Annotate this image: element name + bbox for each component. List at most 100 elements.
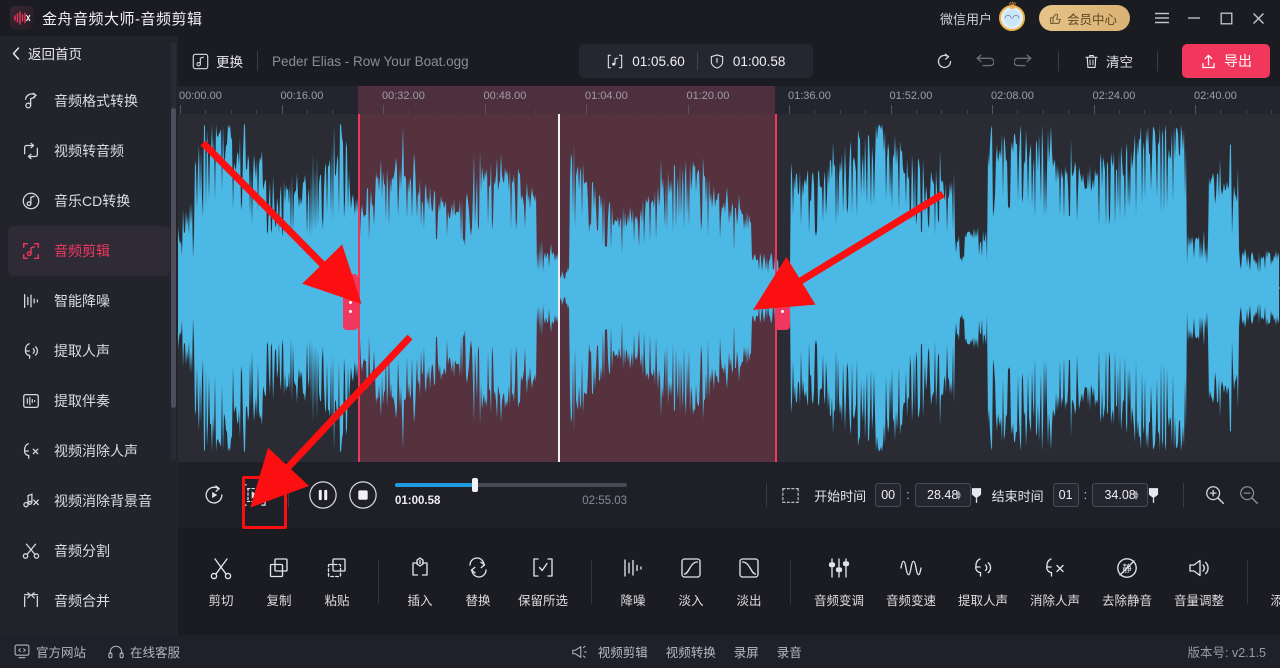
stop-button[interactable] — [343, 475, 383, 515]
sidebar-scrollbar-thumb[interactable] — [171, 108, 176, 408]
end-time-stepper[interactable]: ▲ ▼ — [1132, 488, 1140, 502]
stepper-up[interactable]: ▲ — [954, 488, 963, 497]
status-link-video-edit[interactable]: 视频剪辑 — [597, 646, 648, 660]
selection-handle-right[interactable] — [775, 274, 791, 330]
sidebar-item-video-remove-vocal[interactable]: 视频消除人声 — [8, 426, 170, 476]
tool-cut[interactable]: 剪切 — [192, 555, 250, 609]
tool-remove-silence[interactable]: 静去除静音 — [1091, 555, 1163, 609]
status-link-audio-record[interactable]: 录音 — [776, 646, 802, 660]
tool-fade-in[interactable]: 淡入 — [662, 555, 720, 609]
ruler-major-tick — [1195, 105, 1196, 114]
ruler-minor-tick — [1118, 110, 1120, 114]
vip-center-button[interactable]: 会员中心 — [1038, 5, 1130, 31]
progress-thumb[interactable] — [472, 478, 479, 492]
tool-copy[interactable]: 复制 — [250, 555, 308, 609]
tool-label: 消除人声 — [1029, 593, 1080, 608]
thumbs-up-icon — [1050, 13, 1061, 24]
playhead[interactable] — [558, 114, 561, 462]
zoom-in-button[interactable] — [1198, 478, 1232, 512]
sidebar-item-extract-vocal[interactable]: 提取人声 — [8, 326, 170, 376]
start-minute-input[interactable]: 00 — [875, 483, 902, 507]
sidebar-item-video-to-audio[interactable]: 视频转音频 — [8, 126, 170, 176]
stepper-up[interactable]: ▲ — [1132, 488, 1140, 497]
tool-replace[interactable]: 替换 — [449, 555, 507, 609]
sidebar-nav: 音频格式转换 视频转音频 音乐CD转换 — [0, 70, 178, 635]
online-support-link[interactable]: 在线客服 — [108, 642, 180, 661]
tool-paste[interactable]: 粘贴 — [308, 555, 366, 609]
waveform-area[interactable] — [178, 114, 1280, 462]
menu-button[interactable] — [1146, 3, 1178, 33]
ruler-minor-tick — [814, 110, 816, 114]
handle-dot — [781, 291, 785, 295]
tool-pitch-shift[interactable]: 音频变调 — [803, 555, 875, 609]
tool-insert[interactable]: 插入 — [391, 555, 449, 609]
tools-divider — [1247, 559, 1248, 604]
undo-button[interactable] — [964, 44, 1004, 78]
pause-button[interactable] — [303, 475, 343, 515]
status-link-video-convert[interactable]: 视频转换 — [665, 646, 716, 660]
sidebar-item-extract-accompaniment[interactable]: 提取伴奏 — [8, 376, 170, 426]
tool-label: 插入 — [407, 593, 433, 608]
toolbar-divider — [257, 51, 258, 71]
online-support-label: 在线客服 — [130, 646, 181, 660]
selection-start-line[interactable] — [357, 114, 360, 462]
ruler-tick-label: 00:00.00 — [179, 90, 222, 102]
clear-button[interactable]: 清空 — [1073, 44, 1143, 78]
ruler-minor-tick — [1169, 110, 1171, 114]
tool-speed-change[interactable]: 音频变速 — [875, 555, 947, 609]
zoom-out-button[interactable] — [1232, 478, 1266, 512]
redo-button[interactable] — [1004, 44, 1044, 78]
end-minute-input[interactable]: 01 — [1052, 483, 1079, 507]
maximize-button[interactable] — [1210, 3, 1242, 33]
back-home-button[interactable]: 返回首页 — [0, 36, 178, 70]
start-second-input[interactable]: 28.48 — [914, 483, 971, 507]
ruler-minor-tick — [1271, 110, 1273, 114]
set-end-marker-button[interactable] — [1148, 487, 1159, 504]
tool-remove-vocal[interactable]: 消除人声 — [1019, 555, 1091, 609]
sidebar-item-audio-split[interactable]: 音频分割 — [8, 526, 170, 576]
export-button[interactable]: 导出 — [1182, 44, 1270, 78]
official-website-link[interactable]: 官方网站 — [14, 642, 86, 661]
avatar[interactable]: ♛ ◠◠ — [998, 1, 1025, 31]
tool-keep-selection[interactable]: 保留所选 — [507, 555, 579, 609]
sidebar-item-video-remove-bgm[interactable]: 视频消除背景音 — [8, 476, 170, 526]
stepper-down[interactable]: ▼ — [1132, 493, 1140, 502]
timeline-ruler[interactable]: 00:00.00 00:16.00 00:32.00 00:48.00 01:04.00… — [178, 86, 1280, 114]
progress-bar[interactable] — [395, 478, 627, 492]
tool-add-bgm[interactable]: 添加背景音乐 — [1260, 555, 1280, 609]
sidebar-item-audio-edit[interactable]: 音频剪辑 — [8, 226, 170, 276]
replace-file-button[interactable]: 更换 — [192, 51, 243, 71]
tool-label: 复制 — [266, 593, 292, 608]
undo-icon — [976, 54, 994, 67]
tool-label: 粘贴 — [324, 593, 350, 608]
status-link-screen-record[interactable]: 录屏 — [733, 646, 759, 660]
start-time-stepper[interactable]: ▲ ▼ — [954, 488, 963, 502]
tool-volume-adjust[interactable]: 音量调整 — [1163, 555, 1235, 609]
handle-dot — [781, 300, 785, 304]
selection-handle-left[interactable] — [342, 274, 358, 330]
end-time-colon: : — [1083, 488, 1088, 502]
clear-label: 清空 — [1106, 55, 1133, 70]
pitch-shift-icon — [827, 555, 851, 581]
minimize-button[interactable] — [1178, 3, 1210, 33]
ruler-minor-tick — [1042, 110, 1044, 114]
tool-extract-vocal[interactable]: 提取人声 — [947, 555, 1019, 609]
ruler-minor-tick — [509, 110, 511, 114]
tool-label: 音频变速 — [885, 593, 936, 608]
set-start-marker-button[interactable] — [971, 487, 982, 504]
end-second-input[interactable]: 34.08 — [1092, 483, 1149, 507]
sidebar-scrollbar[interactable] — [171, 42, 176, 460]
stepper-down[interactable]: ▼ — [954, 493, 963, 502]
progress-times: 01:00.58 02:55.03 — [395, 495, 627, 507]
sidebar-item-music-cd[interactable]: 音乐CD转换 — [8, 176, 170, 226]
control-right: 开始时间 00 : 28.48 ▲ ▼ 结束时间 01 : 34.08 ▲ ▼ — [752, 478, 1266, 512]
sidebar-item-audio-format-convert[interactable]: 音频格式转换 — [8, 76, 170, 126]
tool-noise-reduce[interactable]: 降噪 — [604, 555, 662, 609]
loop-play-button[interactable] — [194, 475, 234, 515]
close-button[interactable] — [1242, 3, 1274, 33]
selection-icon[interactable] — [781, 487, 800, 504]
sidebar-item-audio-merge[interactable]: 音频合并 — [8, 576, 170, 626]
tool-fade-out[interactable]: 淡出 — [720, 555, 778, 609]
sidebar-item-noise-reduce[interactable]: 智能降噪 — [8, 276, 170, 326]
refresh-button[interactable] — [924, 44, 964, 78]
